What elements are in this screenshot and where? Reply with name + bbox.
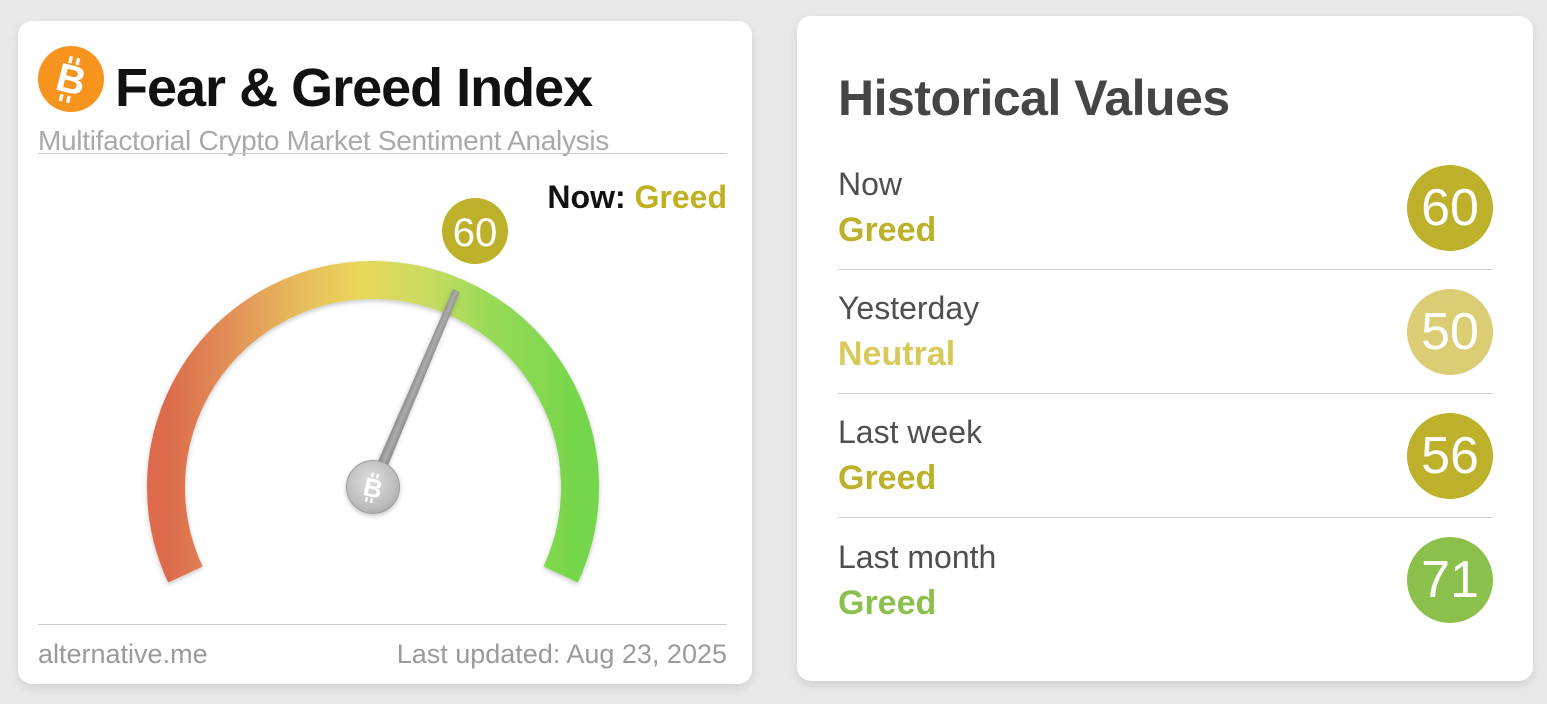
source-link[interactable]: alternative.me <box>38 639 208 669</box>
page-subtitle: Multifactorial Crypto Market Sentiment A… <box>38 125 610 156</box>
gauge-arc <box>147 261 599 583</box>
last-updated-text: Last updated: Aug 23, 2025 <box>396 639 727 669</box>
history-classification: Neutral <box>838 335 956 373</box>
history-row-yesterday: Yesterday Neutral 50 <box>838 270 1493 394</box>
history-period-label: Last week <box>838 414 983 450</box>
now-label: Now: <box>547 179 635 215</box>
history-value-badge: 71 <box>1407 537 1493 623</box>
history-value-badge: 56 <box>1407 412 1493 499</box>
historical-values-title: Historical Values <box>838 70 1230 126</box>
fear-greed-index-card: B Fear & Greed Index Multifactorial Cryp… <box>18 21 752 684</box>
bitcoin-icon: B <box>38 46 104 112</box>
history-row-text: Last week Greed <box>838 416 982 495</box>
history-row-now: Now Greed 60 <box>838 146 1493 270</box>
gauge-hub-bitcoin-icon: B <box>346 460 400 514</box>
history-row-last-week: Last week Greed 56 <box>838 394 1493 518</box>
history-value-badge: 60 <box>1407 164 1493 251</box>
history-row-text: Yesterday Neutral <box>838 292 979 371</box>
header-divider <box>38 153 727 154</box>
history-classification: Greed <box>838 459 937 497</box>
historical-values-list: Now Greed 60 Yesterday Neutral 50 Last w… <box>838 146 1493 642</box>
history-value-badge: 50 <box>1407 288 1493 375</box>
history-row-text: Last month Greed <box>838 541 996 620</box>
history-period-label: Last month <box>838 538 997 575</box>
history-row-last-month: Last month Greed 71 <box>838 518 1493 642</box>
now-classification: Greed <box>634 179 727 215</box>
history-period-label: Now <box>838 166 903 202</box>
gauge-value: 60 <box>453 211 498 255</box>
fear-greed-gauge: B 60 <box>147 198 599 583</box>
historical-values-card: Historical Values Now Greed 60 Yesterday… <box>797 16 1533 681</box>
gauge-value-badge: 60 <box>442 198 508 264</box>
current-classification-line: Now: Greed <box>547 181 727 213</box>
history-classification: Greed <box>838 583 937 622</box>
page-title: Fear & Greed Index <box>115 58 593 118</box>
history-period-label: Yesterday <box>838 290 980 326</box>
history-row-text: Now Greed <box>838 168 936 247</box>
footer-divider <box>38 624 727 625</box>
history-classification: Greed <box>838 211 937 249</box>
